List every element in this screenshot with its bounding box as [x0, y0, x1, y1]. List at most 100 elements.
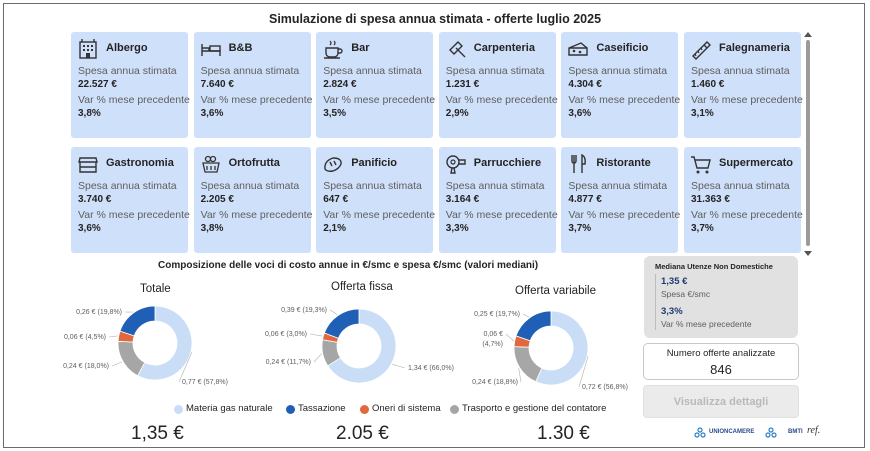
legend-label: Tassazione — [298, 403, 346, 414]
slice-data-label: 0,24 € (11,7%) — [266, 359, 311, 366]
annual-spend-label: Spesa annua stimata — [691, 65, 790, 77]
legend-label: Materia gas naturale — [186, 403, 273, 414]
annual-spend-value: 3.164 € — [445, 194, 480, 205]
sector-card[interactable]: Ortofrutta Spesa annua stimata 2.205 € Var … — [193, 147, 312, 253]
monthly-var-label: Var % mese precedente — [691, 94, 803, 106]
slice-data-label: 0,24 € (18,0%) — [63, 363, 109, 370]
annual-spend-label: Spesa annua stimata — [323, 180, 422, 192]
sector-name: Carpenteria — [473, 42, 535, 54]
cutlery-icon — [571, 153, 587, 173]
label-leader-line — [108, 335, 118, 338]
cards-scrollbar[interactable] — [804, 32, 812, 256]
monthly-var-value: 3,6% — [200, 108, 224, 119]
sector-card[interactable]: Gastronomia Spesa annua stimata 3.740 € Var… — [71, 147, 190, 253]
label-leader-line — [329, 309, 338, 316]
donut-slice[interactable] — [327, 308, 397, 384]
legend-swatch — [450, 405, 459, 414]
monthly-var-value: 2,9% — [445, 108, 469, 119]
annual-spend-value: 3.740 € — [78, 194, 112, 205]
monthly-var-label: Var % mese precedente — [323, 209, 436, 221]
scroll-down-arrow[interactable] — [804, 251, 812, 256]
annual-spend-label: Spesa annua stimata — [78, 180, 177, 192]
annual-spend-value: 4.877 € — [568, 194, 602, 205]
sector-card[interactable]: Bar Spesa annua stimata 2.824 € Var % mese … — [316, 32, 435, 138]
annual-spend-value: 2.824 € — [323, 79, 357, 90]
donut-slice[interactable] — [515, 310, 552, 342]
label-leader-line — [111, 361, 123, 367]
sector-card[interactable]: Parrucchiere Spesa annua stimata 3.164 € Va… — [438, 147, 558, 253]
offers-count-label: Numero offerte analizzate — [666, 348, 776, 359]
sector-name: Falegnameria — [719, 42, 790, 54]
cheese-icon — [568, 42, 589, 56]
annual-spend-label: Spesa annua stimata — [200, 180, 300, 192]
monthly-var-value: 3,8% — [78, 108, 101, 119]
sector-name: B&B — [228, 42, 253, 54]
annual-spend-label: Spesa annua stimata — [323, 65, 422, 77]
sector-card[interactable]: Panificio Spesa annua stimata 647 € Var % m… — [316, 147, 436, 253]
median-price-value: 1,35 € — [661, 276, 688, 287]
offers-count-card: Numero offerte analizzate 846 — [643, 343, 799, 380]
legend-swatch — [360, 405, 369, 414]
annual-spend-label: Spesa annua stimata — [200, 65, 300, 77]
monthly-var-label: Var % mese precedente — [568, 209, 681, 221]
slice-data-label: 0,06 € (4,5%) — [64, 334, 106, 341]
sector-name: Albergo — [106, 42, 148, 54]
monthly-var-value: 3,6% — [568, 108, 592, 119]
sector-name: Bar — [351, 42, 370, 54]
annual-spend-value: 647 € — [323, 194, 349, 205]
annual-spend-value: 1.460 € — [691, 79, 725, 90]
shop-counter-icon — [78, 157, 98, 173]
sector-card[interactable]: B&B Spesa annua stimata 7.640 € Var % mese … — [193, 32, 313, 138]
legend-swatch — [174, 405, 183, 414]
view-details-button[interactable]: Visualizza dettagli — [643, 385, 799, 418]
monthly-var-label: Var % mese precedente — [445, 209, 558, 221]
bmti-logo-icon — [765, 427, 777, 438]
donut-slice[interactable] — [323, 308, 360, 339]
fixed-offer-value: 2.05 € — [336, 423, 389, 444]
slice-data-label: 0,24 € (18,8%) — [472, 379, 518, 386]
annual-spend-label: Spesa annua stimata — [445, 65, 545, 77]
sector-name: Caseificio — [596, 42, 649, 54]
bed-icon — [200, 44, 221, 56]
slice-data-label: 0,39 € (19,3%) — [281, 307, 327, 314]
sector-card[interactable]: Carpenteria Spesa annua stimata 1.231 € Var… — [438, 32, 558, 138]
scroll-up-arrow[interactable] — [804, 32, 812, 37]
donut-slice[interactable] — [119, 305, 156, 337]
sector-card[interactable]: Ristorante Spesa annua stimata 4.877 € Var … — [561, 147, 681, 253]
donut-slice[interactable] — [117, 340, 146, 377]
sector-card[interactable]: Caseificio Spesa annua stimata 4.304 € Var … — [561, 32, 680, 138]
donut-slice[interactable] — [535, 310, 589, 386]
sector-card[interactable]: Supermercato Spesa annua stimata 31.363 € V… — [684, 147, 803, 253]
slice-data-label: (4,7%) — [482, 341, 503, 348]
legend-label: Trasporto e gestione del contatore — [462, 403, 607, 414]
label-leader-line — [178, 352, 193, 383]
fruit-basket-icon — [201, 155, 220, 173]
donut-title-offerta-fissa: Offerta fissa — [331, 281, 393, 293]
median-divider — [655, 274, 656, 330]
sector-name: Parrucchiere — [473, 157, 542, 169]
annual-spend-label: Spesa annua stimata — [568, 180, 668, 192]
trowel-icon — [448, 41, 466, 58]
donut-charts: 0,77 € (57,8%) 0,24 € (18,0%) 0,06 € (4,5%… — [63, 305, 628, 391]
slice-data-label: 0,77 € (57,8%) — [182, 379, 228, 386]
monthly-var-label: Var % mese precedente — [200, 94, 313, 106]
monthly-var-value: 3,7% — [568, 223, 592, 234]
monthly-var-value: 3,7% — [691, 223, 714, 234]
slice-data-label: 1,34 € (66,0%) — [408, 365, 454, 372]
variable-offer-value: 1.30 € — [537, 423, 590, 444]
legend-swatch — [286, 405, 295, 414]
label-leader-line — [392, 364, 406, 369]
hair-dryer-icon — [446, 155, 466, 174]
monthly-var-label: Var % mese precedente — [445, 94, 558, 106]
sector-card[interactable]: Albergo Spesa annua stimata 22.527 € Var % … — [71, 32, 190, 138]
monthly-var-value: 2,1% — [323, 223, 346, 234]
legend-label: Oneri di sistema — [372, 403, 441, 414]
donut-slice[interactable] — [137, 305, 193, 381]
median-card: Mediana Utenze Non Domestiche 1,35 € Spe… — [644, 256, 798, 338]
monthly-var-value: 3,6% — [78, 223, 101, 234]
monthly-var-label: Var % mese precedente — [78, 209, 190, 221]
donut-slice[interactable] — [513, 346, 543, 383]
scrollbar-thumb[interactable] — [806, 40, 810, 246]
sector-card[interactable]: Falegnameria Spesa annua stimata 1.460 € Va… — [684, 32, 803, 138]
sector-name: Ortofrutta — [228, 157, 280, 169]
